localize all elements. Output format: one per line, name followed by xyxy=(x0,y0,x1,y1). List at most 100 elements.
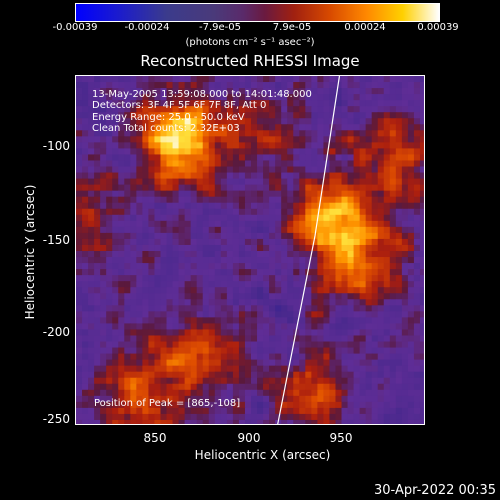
heatmap-cell xyxy=(419,413,424,421)
heatmap-cell xyxy=(202,341,210,349)
heatmap-cell xyxy=(389,196,397,204)
heatmap-cell xyxy=(353,281,361,288)
heatmap-cell xyxy=(347,172,355,180)
heatmap-cell xyxy=(341,281,349,288)
heatmap-cell xyxy=(305,251,312,258)
heatmap-cell xyxy=(401,202,409,210)
heatmap-cell xyxy=(100,257,107,264)
heatmap-cell xyxy=(389,184,397,192)
heatmap-cell xyxy=(202,88,210,95)
heatmap-cell xyxy=(238,214,246,222)
heatmap-cell xyxy=(305,353,312,361)
heatmap-cell xyxy=(383,232,391,240)
heatmap-cell xyxy=(208,389,216,397)
heatmap-cell xyxy=(305,329,312,337)
heatmap-cell xyxy=(371,160,379,168)
heatmap-cell xyxy=(232,238,240,246)
heatmap-cell xyxy=(413,287,421,294)
heatmap-cell xyxy=(142,419,150,424)
heatmap-cell xyxy=(323,232,331,240)
heatmap-cell xyxy=(419,365,424,373)
heatmap-cell xyxy=(329,305,337,312)
heatmap-cell xyxy=(238,202,246,210)
heatmap-cell xyxy=(257,323,264,331)
heatmap-cell xyxy=(335,178,343,186)
heatmap-cell xyxy=(130,136,137,143)
heatmap-cell xyxy=(377,293,385,300)
heatmap-cell xyxy=(257,287,264,294)
heatmap-cell xyxy=(329,395,337,403)
heatmap-cell xyxy=(100,413,107,421)
heatmap-cell xyxy=(118,196,125,204)
heatmap-cell xyxy=(166,166,174,174)
heatmap-cell xyxy=(130,82,137,89)
heatmap-cell xyxy=(142,311,150,318)
heatmap-cell xyxy=(413,106,421,113)
heatmap-cell xyxy=(383,263,391,270)
heatmap-cell xyxy=(100,142,107,150)
heatmap-cell xyxy=(226,341,234,349)
heatmap-cell xyxy=(257,293,264,300)
heatmap-cell xyxy=(263,389,270,397)
heatmap-cell xyxy=(269,202,276,210)
heatmap-cell xyxy=(251,148,258,156)
heatmap-cell xyxy=(172,299,180,306)
heatmap-cell xyxy=(413,232,421,240)
heatmap-cell xyxy=(88,76,95,83)
heatmap-cell xyxy=(112,100,119,107)
heatmap-cell xyxy=(287,305,294,312)
heatmap-cell xyxy=(94,365,101,373)
heatmap-cell xyxy=(208,130,216,137)
heatmap-cell xyxy=(305,172,312,180)
heatmap-cell xyxy=(208,293,216,300)
heatmap-cell xyxy=(106,166,113,174)
heatmap-cell xyxy=(142,226,150,234)
heatmap-cell xyxy=(335,88,343,95)
heatmap-cell xyxy=(100,407,107,415)
heatmap-cell xyxy=(124,287,131,294)
heatmap-cell xyxy=(202,365,210,373)
heatmap-cell xyxy=(166,413,174,421)
heatmap-cell xyxy=(347,287,355,294)
heatmap-cell xyxy=(88,413,95,421)
heatmap-cell xyxy=(293,118,300,125)
heatmap-cell xyxy=(401,124,409,131)
heatmap-cell xyxy=(220,88,228,95)
heatmap-cell xyxy=(263,124,270,131)
heatmap-cell xyxy=(142,347,150,355)
heatmap-cell xyxy=(118,244,125,252)
heatmap-cell xyxy=(232,226,240,234)
heatmap-cell xyxy=(371,244,379,252)
heatmap-cell xyxy=(208,244,216,252)
heatmap-cell xyxy=(353,413,361,421)
heatmap-cell xyxy=(100,353,107,361)
heatmap-cell xyxy=(106,226,113,234)
heatmap-cell xyxy=(395,377,403,385)
heatmap-cell xyxy=(238,184,246,192)
heatmap-cell xyxy=(130,365,137,373)
heatmap-cell xyxy=(341,287,349,294)
heatmap-cell xyxy=(407,365,415,373)
heatmap-cell xyxy=(166,238,174,246)
heatmap-cell xyxy=(82,100,89,107)
heatmap-cell xyxy=(365,353,373,361)
heatmap-cell xyxy=(76,130,83,137)
heatmap-cell xyxy=(142,335,150,343)
heatmap-cell xyxy=(383,419,391,424)
heatmap-cell xyxy=(383,190,391,198)
heatmap-cell xyxy=(419,106,424,113)
heatmap-cell xyxy=(136,148,143,156)
heatmap-cell xyxy=(293,184,300,192)
heatmap-cell xyxy=(287,100,294,107)
heatmap-cell xyxy=(341,275,349,282)
heatmap-cell xyxy=(305,395,312,403)
heatmap-cell xyxy=(100,202,107,210)
heatmap-cell xyxy=(305,299,312,306)
heatmap-cell xyxy=(287,148,294,156)
heatmap-cell xyxy=(118,136,125,143)
heatmap-cell xyxy=(184,208,192,216)
heatmap-cell xyxy=(353,353,361,361)
heatmap-cell xyxy=(407,214,415,222)
heatmap-cell xyxy=(389,166,397,174)
heatmap-cell xyxy=(106,407,113,415)
